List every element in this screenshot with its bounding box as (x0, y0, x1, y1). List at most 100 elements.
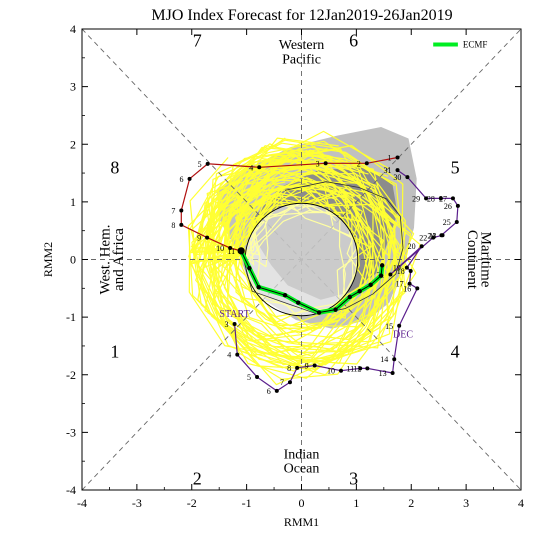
observed-december-day-label: 24 (427, 231, 435, 240)
observed-january-point (205, 235, 210, 240)
observed-january-day-label: 2 (357, 159, 361, 168)
observed-january-day-label: 3 (316, 159, 320, 168)
observed-december-day-label: 27 (439, 194, 447, 203)
ensemble-mean-point (378, 273, 384, 278)
observed-december-day-label: 14 (380, 355, 388, 364)
observed-december-day-label: 16 (403, 284, 411, 293)
observed-january-day-label: 5 (198, 160, 202, 169)
observed-track: 3456789101112131415161718192021222324252… (171, 154, 460, 396)
x-tick-label: -2 (187, 496, 197, 510)
observed-december-day-label: 4 (227, 351, 231, 360)
observed-january-day-label: 7 (171, 207, 175, 216)
observed-january-day-label: 10 (216, 244, 224, 253)
x-tick-label: -3 (132, 496, 142, 510)
observed-december-day-label: 15 (385, 322, 393, 331)
observed-january-day-label: 6 (180, 175, 184, 184)
ensemble-mean-point (296, 300, 301, 305)
y-tick-label: 4 (70, 22, 76, 36)
x-tick-label: 1 (353, 496, 359, 510)
observed-december-day-label: 11 (347, 364, 355, 373)
observed-december-day-label: 17 (396, 280, 404, 289)
observed-december-day-label: 5 (247, 373, 251, 382)
observed-january-point (228, 245, 233, 250)
observed-december-point (455, 203, 460, 208)
ensemble-mean-point (357, 288, 362, 294)
observed-december-day-label: 6 (267, 387, 271, 396)
phase-number-5: 5 (451, 157, 460, 177)
y-tick-label: -3 (66, 425, 76, 439)
observed-december-day-label: 3 (225, 320, 229, 329)
ensemble-mean-point (379, 263, 385, 268)
region-label-bottom-line1: Indian (284, 447, 320, 462)
observed-december-point (295, 365, 300, 370)
observed-december-day-label: 28 (427, 194, 435, 203)
observed-december-point (388, 272, 393, 277)
observed-december-day-label: 29 (412, 194, 420, 203)
observed-december-day-label: 10 (327, 367, 335, 376)
ensemble-member-line (187, 140, 406, 386)
observed-december-point (454, 220, 459, 225)
chart-title: MJO Index Forecast for 12Jan2019-26Jan20… (151, 7, 452, 24)
observed-december-day-label: 12 (353, 364, 361, 373)
ensemble-member-line (212, 163, 391, 364)
start-label: START (219, 309, 249, 320)
ensemble-mean-centre-line (240, 250, 383, 314)
observed-december-point (439, 233, 444, 238)
region-label-right-line2: Continent (464, 230, 480, 290)
x-tick-label: 0 (299, 496, 305, 510)
region-label-right-line1: Maritime (477, 232, 493, 288)
ensemble-member-line (203, 153, 395, 349)
ensemble-mean-point (247, 265, 252, 271)
region-label-bottom-line2: Ocean (284, 462, 320, 477)
observed-december-day-label: 18 (397, 267, 405, 276)
observed-december-day-label: 31 (384, 166, 392, 175)
x-tick-label: -4 (77, 496, 87, 510)
ensemble-member-line (235, 182, 371, 334)
observed-december-point (438, 196, 443, 201)
observed-december-day-label: 9 (305, 362, 309, 371)
observed-december-point (397, 323, 402, 328)
y-tick-label: -1 (66, 310, 76, 324)
observed-january-day-label: 1 (388, 154, 392, 163)
observed-january-point (395, 155, 400, 160)
ensemble-member-line (209, 170, 375, 357)
ensemble-mean (237, 247, 385, 315)
region-label-left-line2: and Africa (111, 228, 127, 291)
observed-december-point (255, 375, 260, 380)
phase-number-2: 2 (193, 468, 202, 488)
observed-december-day-label: 26 (444, 202, 452, 211)
x-axis-label: RMM1 (284, 515, 319, 529)
observed-december-point (235, 352, 240, 357)
region-label-top-line2: Pacific (282, 53, 321, 68)
observed-december-point (392, 357, 397, 362)
legend-label-ecmf: ECMF (463, 40, 488, 50)
observed-december-day-label: 20 (408, 242, 416, 251)
observed-january-point (257, 165, 262, 170)
y-tick-label: -2 (66, 368, 76, 382)
observed-december-point (407, 281, 412, 286)
ensemble-member-line (206, 163, 388, 361)
ensemble-mean-point (333, 307, 338, 312)
observed-december-day-label: 23 (429, 231, 437, 240)
observed-december-day-label: 7 (280, 378, 284, 387)
x-tick-label: 4 (518, 496, 524, 510)
observed-january-day-label: 8 (171, 221, 175, 230)
phase-number-3: 3 (349, 468, 358, 488)
observed-december-point (395, 168, 400, 173)
observed-december-point (232, 322, 237, 327)
ensemble-member-line (232, 192, 367, 329)
observed-december-point (312, 363, 317, 368)
observed-december-point (404, 265, 409, 270)
phase-number-4: 4 (451, 342, 460, 362)
phase-number-8: 8 (110, 157, 119, 177)
ensemble-mean-point (256, 284, 261, 290)
ensemble-mean-point (368, 282, 373, 288)
observed-december-point (450, 196, 455, 201)
observed-december-day-label: 13 (379, 369, 387, 378)
y-tick-label: 0 (70, 253, 76, 267)
observed-january-day-label: 11 (227, 247, 235, 256)
observed-december-day-label: 22 (419, 234, 427, 243)
observed-december-point (390, 371, 395, 376)
